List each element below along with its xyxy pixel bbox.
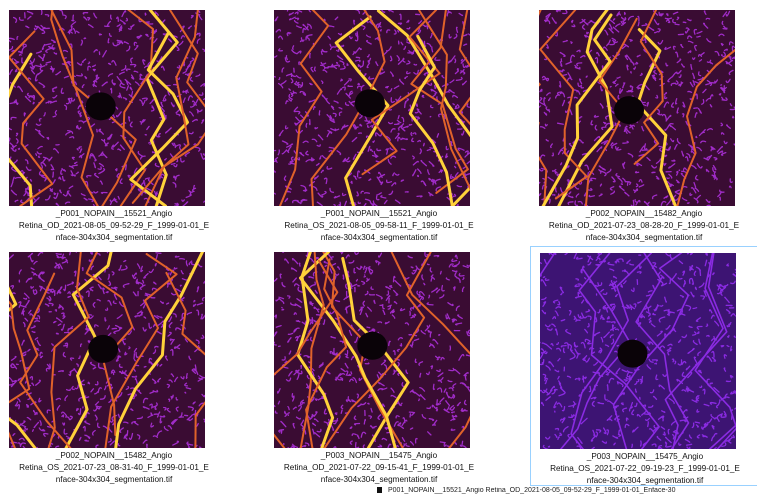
status-preview-text: P001_NOPAIN__15521_Angio Retina_OD_2021-… xyxy=(388,487,676,494)
file-item[interactable]: _P001_NOPAIN__15521_Angio Retina_OS_2021-… xyxy=(265,4,493,244)
file-thumbnail xyxy=(9,252,205,448)
file-name-line: nface-304x304_segmentation.tif xyxy=(585,233,703,242)
file-name-line: Retina_OS_2021-07-23_08-31-40_F_1999-01-… xyxy=(19,463,209,472)
file-thumbnail xyxy=(9,10,205,206)
file-thumbnail xyxy=(540,253,736,449)
file-item[interactable]: _P001_NOPAIN__15521_Angio Retina_OD_2021-… xyxy=(0,4,228,244)
file-name-line: nface-304x304_segmentation.tif xyxy=(320,475,438,484)
file-name-line: Retina_OD_2021-07-22_09-15-41_F_1999-01-… xyxy=(283,463,475,472)
file-name-line: _P003_NOPAIN__15475_Angio xyxy=(320,451,438,460)
file-name-line: nface-304x304_segmentation.tif xyxy=(320,233,438,242)
file-name-line: _P002_NOPAIN__15482_Angio xyxy=(585,209,703,218)
file-thumbnail xyxy=(274,10,470,206)
file-name-line: _P003_NOPAIN__15475_Angio xyxy=(586,452,704,461)
file-name-line: nface-304x304_segmentation.tif xyxy=(55,475,173,484)
file-name-line: Retina_OS_2021-07-22_09-19-23_F_1999-01-… xyxy=(550,464,740,473)
status-preview: P001_NOPAIN__15521_Angio Retina_OD_2021-… xyxy=(377,487,757,495)
file-name-line: Retina_OS_2021-08-05_09-58-11_F_1999-01-… xyxy=(284,221,474,230)
file-item[interactable]: _P003_NOPAIN__15475_Angio Retina_OS_2021-… xyxy=(530,246,757,486)
file-name-line: Retina_OD_2021-08-05_09-52-29_F_1999-01-… xyxy=(18,221,210,230)
file-item[interactable]: _P002_NOPAIN__15482_Angio Retina_OD_2021-… xyxy=(530,4,757,244)
file-name-line: nface-304x304_segmentation.tif xyxy=(55,233,173,242)
file-icon xyxy=(377,487,382,494)
file-item[interactable]: _P003_NOPAIN__15475_Angio Retina_OD_2021-… xyxy=(265,246,493,486)
file-name-line: _P002_NOPAIN__15482_Angio xyxy=(55,451,173,460)
file-thumbnail xyxy=(274,252,470,448)
file-name-line: _P001_NOPAIN__15521_Angio xyxy=(55,209,173,218)
file-item[interactable]: _P002_NOPAIN__15482_Angio Retina_OS_2021-… xyxy=(0,246,228,486)
file-name-line: Retina_OD_2021-07-23_08-28-20_F_1999-01-… xyxy=(548,221,740,230)
file-thumbnail xyxy=(539,10,735,206)
file-name-line: _P001_NOPAIN__15521_Angio xyxy=(320,209,438,218)
file-name-line: nface-304x304_segmentation.tif xyxy=(586,476,704,485)
